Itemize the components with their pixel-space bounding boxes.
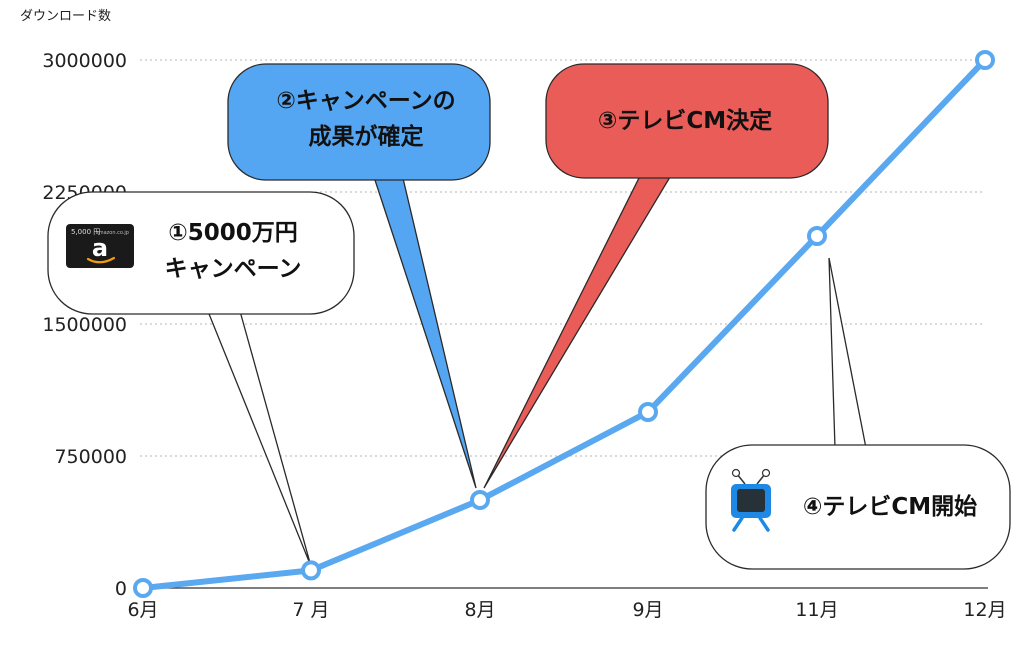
data-point <box>638 402 658 422</box>
tv-screen <box>737 489 765 512</box>
tv-icon <box>731 468 771 532</box>
data-points <box>133 50 995 598</box>
gift-card-amount: 5,000 円 <box>71 228 100 236</box>
callout-label: キャンペーン <box>165 256 302 282</box>
gift-card-body <box>66 224 134 268</box>
callout-label: ④テレビCM開始 <box>803 493 977 520</box>
callout-label: ②キャンペーンの <box>276 88 455 114</box>
data-point <box>975 50 995 70</box>
callout-bubble <box>545 63 829 179</box>
tv-leg <box>732 516 744 532</box>
x-tick-label: 12月 <box>963 599 1006 621</box>
callout-label: ③テレビCM決定 <box>598 107 772 134</box>
y-tick-label: 1500000 <box>42 314 127 336</box>
callout-pointer <box>372 173 477 489</box>
y-tick-label: 750000 <box>54 446 127 468</box>
data-point <box>133 578 153 598</box>
y-axis-label: ダウンロード数 <box>20 9 111 24</box>
y-ticks: 0750000150000022500003000000 <box>42 50 127 600</box>
tv-antenna-tip <box>761 468 771 478</box>
callout-bubble <box>705 444 1011 570</box>
callout-pointers <box>204 171 867 567</box>
callout-bubble <box>47 191 355 315</box>
callout-pointer <box>828 257 867 449</box>
x-tick-label: 8月 <box>464 599 495 621</box>
callout-label: 成果が確定 <box>309 123 424 150</box>
callout: ④テレビCM開始 <box>705 444 1011 570</box>
data-point <box>301 560 321 581</box>
data-point <box>807 226 827 246</box>
tv-leg <box>758 516 770 532</box>
callout-label: ①5000万円 <box>168 220 298 246</box>
callout-bubble <box>227 63 491 181</box>
gift-card-brand: amazon.co.jp <box>96 230 129 236</box>
data-point <box>470 490 490 510</box>
callout: ③テレビCM決定 <box>545 63 829 179</box>
callout-pointer <box>204 303 312 567</box>
y-tick-label: 3000000 <box>42 50 127 72</box>
x-tick-label: 7 月 <box>292 599 329 621</box>
x-ticks: 6月 7 月 8月 9月 11月 12月 <box>127 599 1006 621</box>
y-tick-label: 0 <box>115 578 127 600</box>
x-tick-label: 6月 <box>127 599 158 621</box>
gift-card-glyph: a <box>92 234 108 262</box>
x-tick-label: 11月 <box>795 599 838 621</box>
callout-pointer <box>483 171 674 489</box>
smile-arrow <box>86 256 116 264</box>
series-line <box>140 57 988 591</box>
x-tick-label: 9月 <box>632 599 663 621</box>
tv-antenna-tip <box>731 468 741 478</box>
